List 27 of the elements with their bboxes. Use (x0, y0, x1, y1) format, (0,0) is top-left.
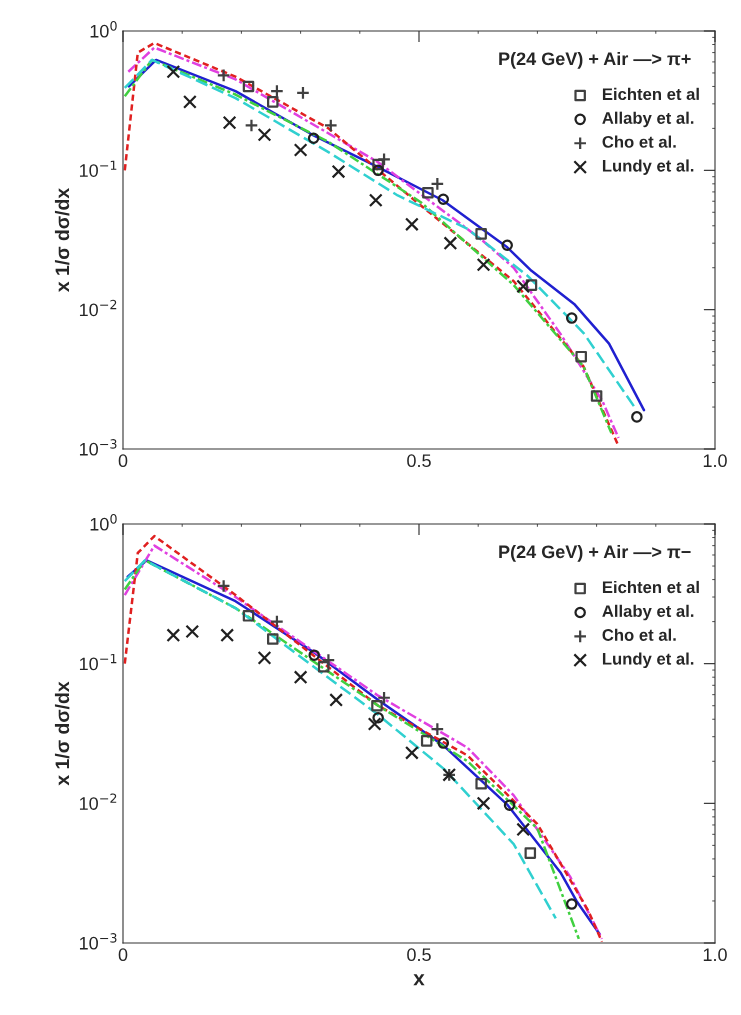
y-tick-label: 10$^{0}$ (90, 21, 117, 38)
x-tick-label: 0 (118, 454, 128, 468)
y-tick-label: 10$^{0}$ (90, 514, 117, 531)
annotation: P(24 GeV) + Air —> π+ (499, 51, 691, 69)
x-tick-label: 0.5 (407, 454, 431, 468)
annotation: P(24 GeV) + Air —> π− (499, 544, 691, 562)
legend-label: Lundy et al. (602, 652, 694, 669)
legend-label: Allaby et al. (602, 604, 694, 621)
legend-label: Eichten et al (602, 580, 699, 594)
legend-label: Lundy et al. (602, 159, 694, 175)
y-tick-label: 10$^{−3}$ (79, 439, 117, 456)
y-axis-title: x 1/σ dσ/dx (54, 681, 70, 786)
y-tick-label: 10$^{−1}$ (79, 160, 117, 177)
y-tick-label: 10$^{−3}$ (79, 933, 117, 950)
legend-label: Cho et al. (602, 628, 676, 641)
y-tick-label: 10$^{−2}$ (79, 299, 117, 317)
y-tick-label: 10$^{−2}$ (79, 793, 117, 810)
legend-label: Allaby et al. (602, 111, 694, 128)
legend-label: Cho et al. (602, 135, 676, 148)
x-tick-label: 1.0 (703, 454, 727, 468)
x-tick-label: 1.0 (703, 948, 727, 962)
x-axis-title: x (413, 974, 425, 986)
x-tick-label: 0.5 (407, 948, 431, 962)
y-tick-label: 10$^{−1}$ (79, 653, 117, 671)
y-axis-title: x 1/σ dσ/dx (54, 187, 70, 293)
legend-label: Eichten et al (602, 87, 699, 101)
x-tick-label: 0 (118, 948, 128, 962)
